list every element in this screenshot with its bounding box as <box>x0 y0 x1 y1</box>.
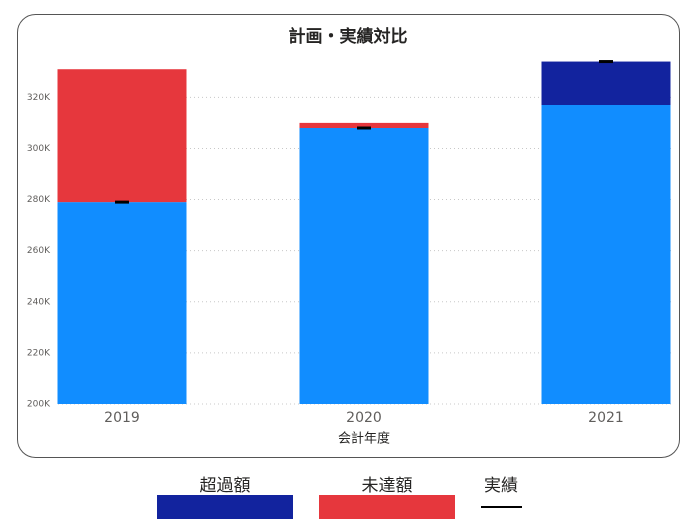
x-tick-label: 2019 <box>104 410 140 426</box>
chart-title: 計画・実績対比 <box>289 26 408 47</box>
y-tick-label: 200K <box>27 400 51 410</box>
x-tick-label: 2021 <box>588 410 624 426</box>
y-tick-label: 240K <box>27 297 51 307</box>
y-tick-label: 300K <box>27 144 51 154</box>
y-tick-label: 280K <box>27 195 51 205</box>
bar-segment <box>299 128 429 404</box>
bar-segment <box>541 105 671 404</box>
bar-segment <box>541 61 671 105</box>
legend-swatch <box>319 495 455 519</box>
x-tick-label: 2020 <box>346 410 382 426</box>
legend-label: 実績 <box>484 476 518 496</box>
bar-segment <box>299 122 429 128</box>
legend-label: 未達額 <box>362 476 413 496</box>
y-tick-label: 260K <box>27 246 51 256</box>
x-axis-title: 会計年度 <box>338 431 390 447</box>
bar-segment <box>57 69 187 203</box>
y-tick-label: 220K <box>27 348 51 358</box>
bar-segment <box>57 202 187 404</box>
legend-swatch <box>157 495 293 519</box>
legend-label: 超過額 <box>200 476 251 496</box>
y-tick-label: 320K <box>27 93 51 103</box>
